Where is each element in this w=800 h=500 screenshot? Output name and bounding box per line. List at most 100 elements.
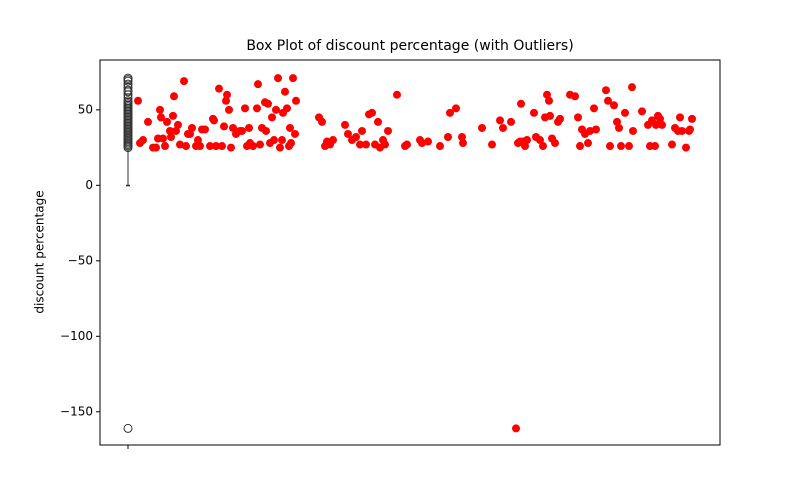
scatter-point xyxy=(272,105,280,114)
scatter-point xyxy=(478,123,486,132)
scatter-point xyxy=(229,123,237,132)
scatter-point xyxy=(496,116,504,125)
scatter-point xyxy=(381,140,389,149)
scatter-point xyxy=(256,140,264,149)
scatter-point xyxy=(210,116,218,125)
scatter-point xyxy=(156,105,164,114)
scatter-point xyxy=(223,90,231,99)
scatter-point xyxy=(604,96,612,105)
y-tick-label: 0 xyxy=(85,178,93,192)
scatter-point xyxy=(318,117,326,126)
scatter-point xyxy=(602,86,610,95)
scatter-point xyxy=(206,142,214,151)
scatter-point xyxy=(678,126,686,135)
scatter-point xyxy=(274,74,282,83)
scatter-point xyxy=(174,120,182,129)
scatter-point xyxy=(584,139,592,148)
scatter-point xyxy=(144,117,152,126)
scatter-point xyxy=(617,142,625,151)
scatter-point xyxy=(403,140,411,149)
scatter-point xyxy=(186,129,194,138)
scatter-point xyxy=(157,113,165,122)
scatter-point xyxy=(610,101,618,110)
scatter-point xyxy=(278,136,286,145)
scatter-point xyxy=(688,114,696,123)
scatter-point xyxy=(222,96,230,105)
outlier xyxy=(123,423,133,433)
scatter-point xyxy=(556,114,564,123)
scatter-point xyxy=(521,142,529,151)
scatter-point xyxy=(574,113,582,122)
scatter-point xyxy=(539,142,547,151)
scatter-point xyxy=(507,117,515,126)
scatter-point xyxy=(358,126,366,135)
scatter-point xyxy=(139,136,147,145)
scatter-point xyxy=(656,114,664,123)
scatter-point xyxy=(241,104,249,113)
scatter-point xyxy=(249,142,257,151)
scatter-point xyxy=(424,137,432,146)
scatter-point xyxy=(488,140,496,149)
scatter-point xyxy=(281,87,289,96)
scatter-point xyxy=(686,125,694,134)
scatter-point xyxy=(159,134,167,143)
scatter-point xyxy=(676,113,684,122)
scatter-point xyxy=(163,117,171,126)
scatter-point xyxy=(161,142,169,151)
scatter-point xyxy=(176,140,184,149)
outlier xyxy=(123,79,133,89)
scatter-point xyxy=(446,108,454,117)
y-tick-label: 50 xyxy=(78,102,93,116)
scatter-point xyxy=(169,111,177,120)
scatter-point xyxy=(571,92,579,101)
outlier xyxy=(123,85,133,95)
scatter-point xyxy=(182,142,190,151)
scatter-point xyxy=(341,120,349,129)
scatter-point xyxy=(625,142,633,151)
scatter-point xyxy=(652,120,660,129)
scatter-point xyxy=(170,92,178,101)
scatter-point xyxy=(418,139,426,148)
scatter-point xyxy=(268,113,276,122)
scatter-point xyxy=(592,125,600,134)
scatter-point xyxy=(215,84,223,93)
scatter-point xyxy=(352,133,360,141)
scatter-point xyxy=(286,123,294,132)
scatter-point xyxy=(393,90,401,99)
scatter-point xyxy=(262,126,270,135)
scatter-point xyxy=(621,108,629,117)
scatter-point xyxy=(444,133,452,141)
scatter-point xyxy=(291,129,299,138)
scatter-point xyxy=(264,99,272,108)
scatter-point xyxy=(629,126,637,135)
y-tick-label: −100 xyxy=(60,329,93,343)
scatter-point xyxy=(384,126,392,135)
scatter-point xyxy=(194,136,202,145)
y-axis-label: discount percentage xyxy=(33,190,47,313)
scatter-point xyxy=(458,133,466,141)
scatter-point xyxy=(134,96,142,105)
scatter-point xyxy=(576,142,584,151)
scatter-point xyxy=(606,142,614,151)
scatter-point xyxy=(180,77,188,86)
scatter-point xyxy=(551,139,559,148)
scatter-point xyxy=(590,104,598,113)
scatter-point xyxy=(613,117,621,126)
scatter-point xyxy=(356,140,364,149)
scatter-point xyxy=(254,80,262,89)
scatter-point xyxy=(166,126,174,135)
scatter-point xyxy=(658,120,666,129)
scatter-point xyxy=(523,136,531,145)
scatter-point xyxy=(668,140,676,149)
scatter-point xyxy=(628,83,636,92)
scatter-point xyxy=(545,96,553,105)
scatter-point xyxy=(167,133,175,141)
scatter-point xyxy=(362,140,370,149)
scatter-point xyxy=(152,143,160,152)
scatter-point xyxy=(586,126,594,135)
scatter-point xyxy=(218,142,226,151)
scatter-point xyxy=(227,143,235,152)
scatter-point xyxy=(499,123,507,132)
scatter-point xyxy=(196,142,204,151)
